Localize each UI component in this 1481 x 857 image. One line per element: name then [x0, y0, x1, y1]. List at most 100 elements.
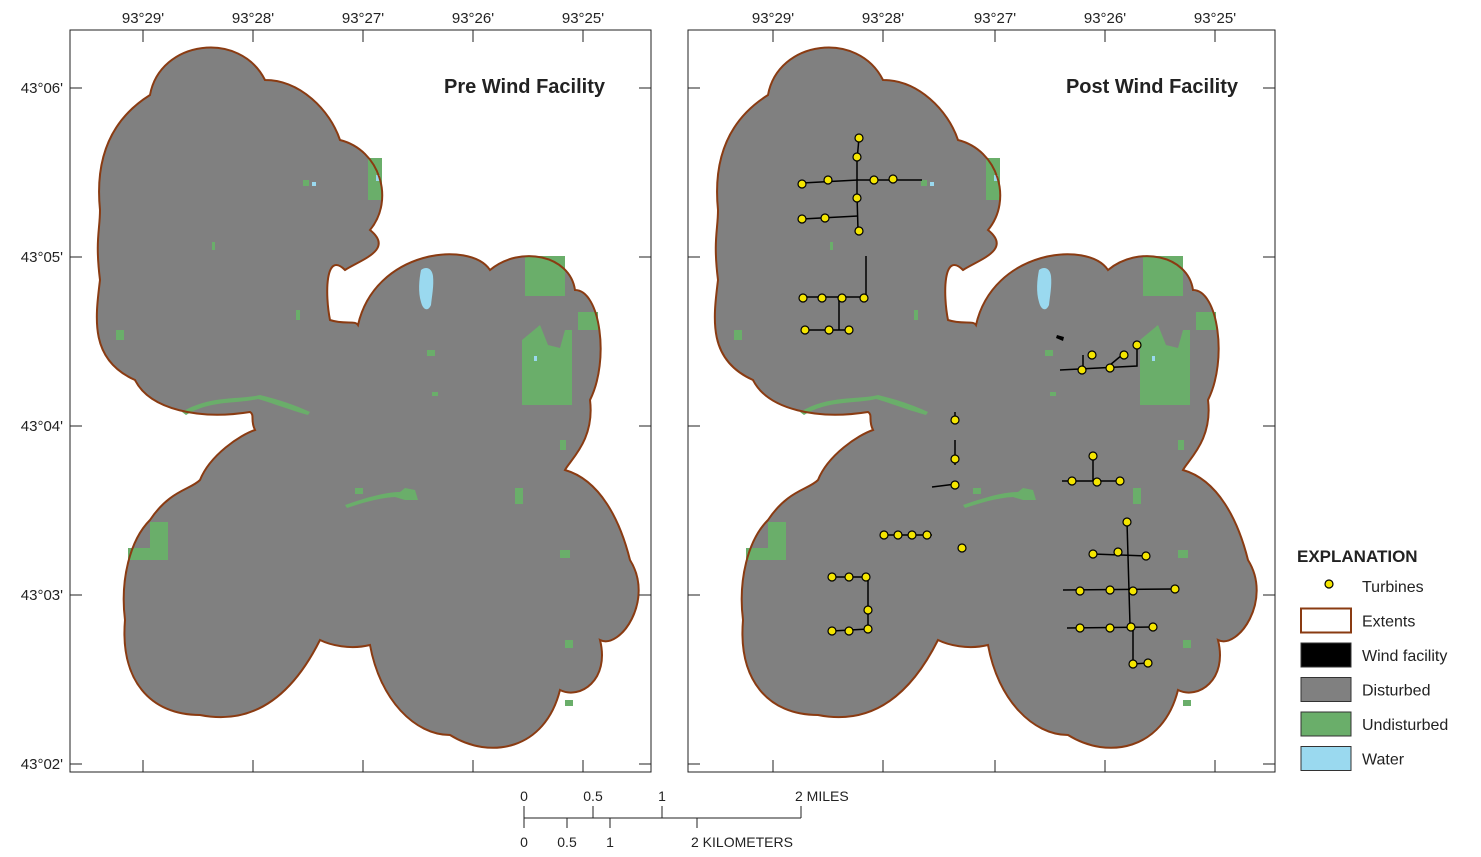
- turbine-marker: [863, 624, 873, 634]
- undisturbed-patch: [565, 700, 573, 706]
- turbine-marker: [1148, 622, 1158, 632]
- undisturbed-patch: [1143, 256, 1183, 296]
- undisturbed-patch: [830, 242, 833, 250]
- legend-label: Wind facility: [1362, 648, 1447, 665]
- water-body: [376, 175, 380, 181]
- study-area-extent: [713, 46, 1258, 749]
- turbine-marker: [1092, 477, 1102, 487]
- longitude-label: 93°29': [752, 10, 794, 27]
- turbine-marker: [797, 179, 807, 189]
- turbine-marker: [854, 226, 864, 236]
- longitude-label: 93°29': [122, 10, 164, 27]
- turbine-marker: [1105, 585, 1115, 595]
- turbine-marker: [824, 325, 834, 335]
- undisturbed-patch: [128, 548, 158, 560]
- undisturbed-patch: [368, 158, 382, 200]
- latitude-label: 43°05': [21, 249, 63, 266]
- extent-swatch: [1300, 607, 1352, 634]
- turbine-marker: [950, 415, 960, 425]
- water-body: [1152, 356, 1155, 361]
- longitude-label: 93°28': [862, 10, 904, 27]
- turbine-marker: [1122, 517, 1132, 527]
- legend-swatch: [1300, 642, 1352, 668]
- turbine-network: [797, 133, 1180, 669]
- turbine-marker: [1113, 547, 1123, 557]
- water-body: [534, 356, 537, 361]
- legend-item-extents: Extents: [1300, 607, 1415, 634]
- turbine-marker: [1143, 658, 1153, 668]
- turbine-marker: [950, 480, 960, 490]
- legend-swatch: [1300, 711, 1352, 737]
- undisturbed-patch: [746, 548, 776, 560]
- turbine-marker: [1075, 623, 1085, 633]
- water-body: [994, 175, 998, 181]
- panel-title: Pre Wind Facility: [444, 76, 606, 98]
- land-cover-map: [95, 46, 640, 749]
- turbine-marker: [922, 530, 932, 540]
- undisturbed-patch: [1178, 440, 1184, 450]
- undisturbed-patch: [522, 325, 572, 405]
- turbine-marker: [1128, 586, 1138, 596]
- turbine-marker: [820, 213, 830, 223]
- legend-swatch: [1300, 677, 1352, 702]
- water-body: [930, 182, 934, 186]
- undisturbed-patch: [1140, 325, 1190, 405]
- turbine-marker: [827, 626, 837, 636]
- scale-label-kilometers: 1: [606, 834, 614, 850]
- turbine-marker: [861, 572, 871, 582]
- turbine-marker: [1132, 340, 1142, 350]
- access-road: [1126, 521, 1131, 626]
- latitude-label: 43°04': [21, 418, 63, 435]
- undisturbed-patch: [800, 395, 928, 415]
- undisturbed-patch: [565, 640, 573, 648]
- undisturbed-patch: [560, 550, 570, 558]
- longitude-label: 93°26': [452, 10, 494, 27]
- undisturbed-patch: [578, 312, 598, 330]
- undisturbed-patch: [1133, 488, 1141, 504]
- disturbed-area: [96, 47, 639, 748]
- undisturbed-patch: [355, 488, 363, 494]
- turbine-marker: [859, 293, 869, 303]
- turbine-marker: [1075, 586, 1085, 596]
- legend-item-undisturbed: Undisturbed: [1300, 711, 1448, 737]
- turbine-marker: [888, 174, 898, 184]
- latitude-label: 43°06': [21, 80, 63, 97]
- water-body: [312, 182, 316, 186]
- legend-label: Undisturbed: [1362, 717, 1448, 734]
- access-road: [856, 137, 860, 231]
- undisturbed-patch: [432, 392, 438, 396]
- turbine-marker: [950, 454, 960, 464]
- legend-title: EXPLANATION: [1297, 547, 1418, 566]
- turbine-marker: [827, 572, 837, 582]
- legend-item-wind-facility: Wind facility: [1300, 642, 1447, 668]
- legend-label: Extents: [1362, 614, 1415, 631]
- undisturbed-patch: [427, 350, 435, 356]
- undisturbed-patch: [1178, 550, 1188, 558]
- longitude-label: 93°27': [974, 10, 1016, 27]
- undisturbed-patch: [1196, 312, 1216, 330]
- undisturbed-patch: [303, 180, 309, 186]
- undisturbed-patch: [515, 488, 523, 504]
- longitude-label: 93°27': [342, 10, 384, 27]
- scale-label-miles: 2 MILES: [795, 788, 849, 804]
- scale-label-miles: 1: [658, 788, 666, 804]
- turbine-marker: [1128, 659, 1138, 669]
- legend-item-turbines: Turbines: [1324, 579, 1424, 596]
- turbine-marker: [844, 572, 854, 582]
- undisturbed-patch: [212, 242, 215, 250]
- legend-label: Disturbed: [1362, 683, 1430, 700]
- undisturbed-patch: [734, 330, 742, 340]
- undisturbed-patch: [914, 310, 918, 320]
- scale-bar: 0 0.5 1 2 MILES 0 0.5 1 2 KILOMETERS: [520, 788, 849, 850]
- scale-label-kilometers: 2 KILOMETERS: [691, 834, 793, 850]
- panel-title: Post Wind Facility: [1066, 76, 1239, 98]
- legend: EXPLANATION Turbines Extents Wind facility D…: [1297, 547, 1448, 771]
- turbine-marker: [854, 133, 864, 143]
- latitude-label: 43°03': [21, 587, 63, 604]
- undisturbed-patch: [1183, 640, 1191, 648]
- turbine-marker: [800, 325, 810, 335]
- turbine-marker: [823, 175, 833, 185]
- longitude-label: 93°25': [1194, 10, 1236, 27]
- map-panels: Pre Wind Facility 93°29' 93°28' 93°27' 93°26…: [21, 10, 1276, 773]
